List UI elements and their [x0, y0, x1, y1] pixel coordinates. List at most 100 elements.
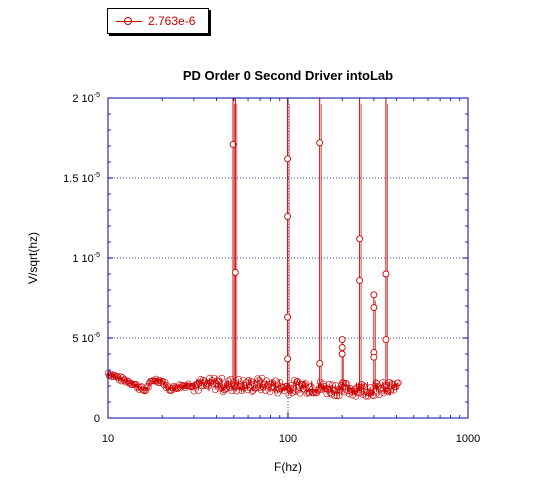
data-point: [207, 379, 215, 386]
peak-point: [356, 235, 364, 243]
data-point: [329, 381, 336, 389]
peak-point: [316, 360, 324, 368]
data-point: [341, 388, 349, 396]
data-point: [302, 380, 309, 387]
data-point: [119, 374, 126, 381]
data-point: [243, 379, 250, 386]
data-point: [237, 383, 245, 391]
data-point: [348, 388, 355, 395]
data-point: [287, 382, 295, 389]
data-point: [250, 380, 258, 388]
data-point: [141, 387, 149, 395]
peak-point: [338, 344, 346, 352]
data-point: [334, 386, 342, 394]
y-axis-label: V/sqrt(hz): [26, 231, 40, 285]
legend-box: 2.763e-6: [107, 8, 209, 34]
data-point: [332, 382, 340, 389]
data-point: [253, 384, 260, 391]
data-point: [157, 379, 164, 387]
data-point: [288, 389, 296, 397]
data-point: [331, 392, 338, 400]
data-point: [360, 382, 367, 389]
peak-point: [338, 336, 346, 344]
peak-point: [229, 140, 237, 148]
data-point: [200, 382, 208, 390]
peak-point: [284, 355, 292, 363]
data-point: [369, 391, 376, 399]
peak-point: [284, 212, 292, 220]
data-point: [296, 389, 304, 397]
peak-point: [316, 139, 324, 147]
data-point: [180, 382, 188, 389]
data-point: [255, 377, 263, 384]
data-point: [169, 384, 177, 392]
data-point: [138, 383, 145, 390]
x-axis-label: F(hz): [274, 460, 302, 474]
data-point: [173, 385, 181, 393]
data-point: [163, 382, 171, 389]
data-point: [221, 386, 229, 394]
data-point: [387, 387, 394, 395]
data-point: [226, 384, 234, 391]
data-point: [364, 392, 372, 400]
axis-layer: 0 5 10-6 1 10-5 1.5 10-5 2 10-5 10 100 1000: [63, 92, 480, 445]
data-point: [247, 377, 255, 385]
data-point: [376, 391, 383, 398]
peak-point: [338, 350, 346, 358]
data-point: [227, 376, 235, 383]
data-point: [122, 378, 130, 386]
data-point: [161, 378, 169, 386]
data-point: [349, 391, 356, 399]
data-point: [261, 380, 268, 388]
data-point: [352, 393, 360, 400]
data-point: [254, 375, 261, 382]
peak-point: [370, 353, 378, 361]
data-point: [257, 386, 265, 394]
data-point: [218, 374, 226, 382]
data-point: [225, 377, 232, 384]
data-point: [285, 391, 293, 398]
y-tick-label: 2 10-5: [72, 92, 100, 105]
peak-point: [382, 336, 390, 344]
x-tick-label: 1000: [456, 433, 480, 445]
data-point: [206, 374, 213, 382]
data-point: [129, 381, 136, 388]
data-point: [292, 388, 299, 395]
peak-point: [284, 155, 292, 163]
data-point: [195, 387, 202, 394]
peak-point: [356, 276, 364, 284]
data-point: [371, 382, 379, 390]
data-point: [179, 382, 187, 390]
data-point: [325, 380, 333, 388]
data-point: [372, 379, 380, 387]
data-point: [205, 382, 212, 390]
x-tick-label: 100: [279, 433, 297, 445]
data-point: [259, 383, 267, 391]
data-point: [395, 379, 402, 387]
data-point: [358, 380, 365, 388]
data-point: [120, 377, 127, 384]
series-line-layer: [104, 98, 402, 400]
data-point: [283, 382, 290, 390]
data-point: [175, 384, 182, 392]
data-point: [201, 378, 209, 386]
data-point: [224, 380, 231, 388]
data-point: [336, 386, 344, 394]
data-point: [244, 386, 251, 394]
data-point: [144, 383, 152, 391]
data-point: [266, 388, 274, 396]
data-point: [178, 381, 185, 389]
y-tick-label: 5 10-6: [72, 332, 100, 345]
data-point: [268, 379, 276, 386]
data-point: [324, 386, 332, 393]
peak-point: [370, 291, 378, 299]
data-point: [323, 390, 331, 398]
peak-point: [231, 268, 239, 276]
data-point: [303, 390, 311, 397]
data-point: [305, 389, 313, 397]
legend-marker: [124, 17, 132, 25]
legend-label: 2.763e-6: [148, 14, 196, 28]
data-point: [392, 383, 400, 391]
peak-point: [284, 313, 292, 321]
data-point: [211, 386, 219, 393]
